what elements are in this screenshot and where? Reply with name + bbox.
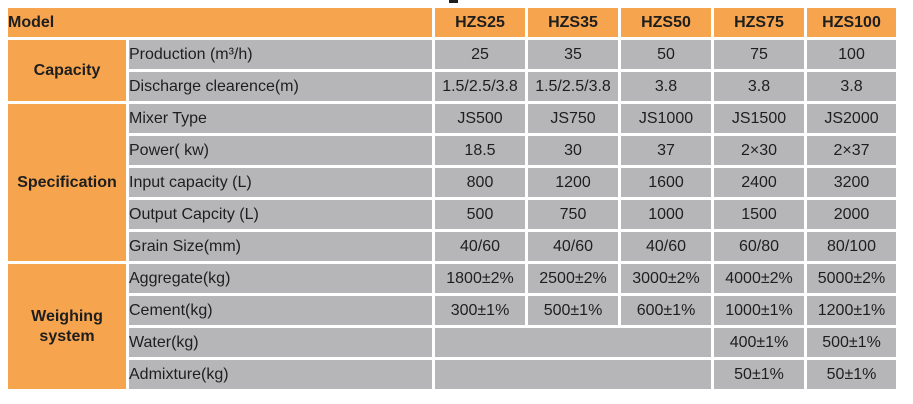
cropped-title-remnant bbox=[449, 0, 458, 3]
value-cell: 300±1% bbox=[432, 293, 528, 328]
row-label-cement: Cement(kg) bbox=[126, 293, 435, 328]
value-cell: 500±1% bbox=[525, 293, 621, 328]
value-cell: 75 bbox=[711, 37, 807, 72]
empty-merged-cell bbox=[432, 357, 714, 392]
spec-table: Model HZS25 HZS35 HZS50 HZS75 HZS100 Cap… bbox=[5, 5, 899, 392]
column-header-hzs100: HZS100 bbox=[804, 5, 899, 40]
value-cell: 3.8 bbox=[804, 69, 899, 104]
column-header-hzs25: HZS25 bbox=[432, 5, 528, 40]
value-cell: 4000±2% bbox=[711, 261, 807, 296]
value-cell: 40/60 bbox=[432, 229, 528, 264]
table-row-mixer-type: Specification Mixer Type JS500 JS750 JS1… bbox=[5, 101, 899, 264]
table-row-output-capacity: Output Capcity (L) 500 750 1000 1500 200… bbox=[7, 197, 899, 232]
value-cell: 37 bbox=[618, 133, 714, 168]
value-cell: 35 bbox=[525, 37, 621, 72]
row-label-admixture: Admixture(kg) bbox=[126, 357, 435, 392]
table-row-input-capacity: Input capacity (L) 800 1200 1600 2400 32… bbox=[7, 165, 899, 200]
value-cell: 2×30 bbox=[711, 133, 807, 168]
value-cell: 500 bbox=[432, 197, 528, 232]
value-cell: 1200±1% bbox=[804, 293, 899, 328]
value-cell: JS500 bbox=[432, 101, 528, 136]
table-row-cement: Cement(kg) 300±1% 500±1% 600±1% 1000±1% … bbox=[7, 293, 899, 328]
value-cell: 1600 bbox=[618, 165, 714, 200]
column-header-hzs50: HZS50 bbox=[618, 5, 714, 40]
value-cell: 1200 bbox=[525, 165, 621, 200]
column-header-hzs35: HZS35 bbox=[525, 5, 621, 40]
value-cell: 600±1% bbox=[618, 293, 714, 328]
value-cell: 1.5/2.5/3.8 bbox=[432, 69, 528, 104]
value-cell: 1000 bbox=[618, 197, 714, 232]
value-cell: 30 bbox=[525, 133, 621, 168]
group-label-capacity: Capacity bbox=[5, 37, 129, 104]
row-label-mixer-type: Mixer Type bbox=[126, 101, 435, 136]
value-cell: 1800±2% bbox=[432, 261, 528, 296]
table-row-aggregate: Weighing system Aggregate(kg) 1800±2% 25… bbox=[5, 261, 899, 392]
value-cell: JS2000 bbox=[804, 101, 899, 136]
table-row-grain-size: Grain Size(mm) 40/60 40/60 40/60 60/80 8… bbox=[7, 229, 899, 264]
table-row-admixture: Admixture(kg) 50±1% 50±1% bbox=[7, 357, 899, 392]
value-cell: JS750 bbox=[525, 101, 621, 136]
header-row: Model HZS25 HZS35 HZS50 HZS75 HZS100 bbox=[5, 5, 899, 40]
value-cell: 80/100 bbox=[804, 229, 899, 264]
value-cell: 40/60 bbox=[618, 229, 714, 264]
value-cell: JS1500 bbox=[711, 101, 807, 136]
empty-merged-cell bbox=[432, 325, 714, 360]
row-label-aggregate: Aggregate(kg) bbox=[126, 261, 435, 296]
value-cell: 2400 bbox=[711, 165, 807, 200]
value-cell: 5000±2% bbox=[804, 261, 899, 296]
value-cell: 3000±2% bbox=[618, 261, 714, 296]
row-label-water: Water(kg) bbox=[126, 325, 435, 360]
corner-header-cell: Model bbox=[5, 5, 435, 40]
value-cell: JS1000 bbox=[618, 101, 714, 136]
value-cell: 500±1% bbox=[804, 325, 899, 360]
table-row-production: Capacity Production (m³/h) 25 35 50 75 1… bbox=[5, 37, 899, 104]
table-row-power: Power( kw) 18.5 30 37 2×30 2×37 bbox=[7, 133, 899, 168]
row-label-input-capacity: Input capacity (L) bbox=[126, 165, 435, 200]
value-cell: 100 bbox=[804, 37, 899, 72]
value-cell: 750 bbox=[525, 197, 621, 232]
group-label-weighing-system: Weighing system bbox=[5, 261, 129, 392]
value-cell: 50 bbox=[618, 37, 714, 72]
value-cell: 25 bbox=[432, 37, 528, 72]
table-row-discharge-clearence: Discharge clearence(m) 1.5/2.5/3.8 1.5/2… bbox=[7, 69, 899, 104]
value-cell: 3.8 bbox=[711, 69, 807, 104]
value-cell: 40/60 bbox=[525, 229, 621, 264]
value-cell: 60/80 bbox=[711, 229, 807, 264]
value-cell: 2×37 bbox=[804, 133, 899, 168]
value-cell: 18.5 bbox=[432, 133, 528, 168]
value-cell: 800 bbox=[432, 165, 528, 200]
value-cell: 2500±2% bbox=[525, 261, 621, 296]
row-label-output-capacity: Output Capcity (L) bbox=[126, 197, 435, 232]
value-cell: 50±1% bbox=[804, 357, 899, 392]
row-label-grain-size: Grain Size(mm) bbox=[126, 229, 435, 264]
value-cell: 2000 bbox=[804, 197, 899, 232]
row-label-production: Production (m³/h) bbox=[126, 37, 435, 72]
table-row-water: Water(kg) 400±1% 500±1% bbox=[7, 325, 899, 360]
value-cell: 1.5/2.5/3.8 bbox=[525, 69, 621, 104]
row-label-discharge-clearence: Discharge clearence(m) bbox=[126, 69, 435, 104]
value-cell: 400±1% bbox=[711, 325, 807, 360]
value-cell: 1000±1% bbox=[711, 293, 807, 328]
column-header-hzs75: HZS75 bbox=[711, 5, 807, 40]
row-label-power: Power( kw) bbox=[126, 133, 435, 168]
value-cell: 3200 bbox=[804, 165, 899, 200]
value-cell: 1500 bbox=[711, 197, 807, 232]
group-label-specification: Specification bbox=[5, 101, 129, 264]
value-cell: 50±1% bbox=[711, 357, 807, 392]
value-cell: 3.8 bbox=[618, 69, 714, 104]
